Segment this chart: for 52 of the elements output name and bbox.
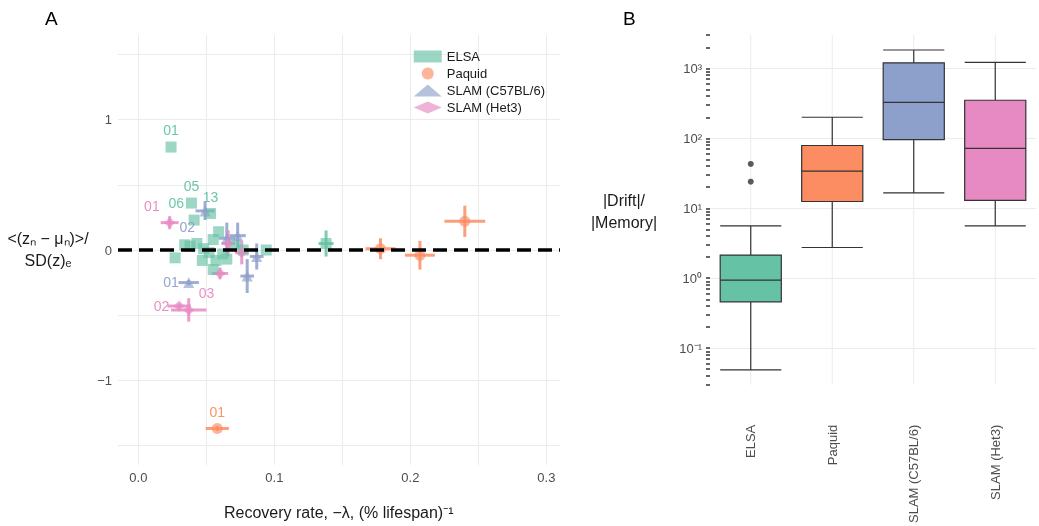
y-tick-label: 10² [683,130,703,146]
x-tick-label: 0.3 [537,470,556,485]
point [214,267,226,279]
point [211,423,223,435]
annotation: 03 [198,284,215,301]
annotation: 02 [179,218,196,235]
x-tick-label: ELSA [743,424,759,458]
annotation: 01 [144,197,160,214]
point [169,252,181,264]
x-tick-label: 0.0 [129,470,148,485]
y-tick-label: 10⁻¹ [679,340,703,356]
y-tick-label: 1 [104,112,112,128]
y-axis-title: |Drift|/|Memory| [589,190,659,233]
annotation: 01 [209,403,226,420]
annotation: 13 [202,188,219,205]
annotation: 01 [163,274,179,291]
x-axis-title: Recovery rate, −λ, (% lifespan)⁻¹ [224,503,454,523]
point [165,141,177,153]
point [241,270,253,282]
point [221,253,233,265]
annotation: 06 [168,195,185,212]
legend-label: Paquid [446,66,488,81]
y-tick-label: 10⁰ [682,270,702,286]
point [320,237,332,249]
x-tick-label: SLAM (C57BL/6) [906,424,922,523]
y-tick-label: 0 [104,242,112,258]
y-tick-label: 10³ [683,60,703,76]
chart-title: A [45,8,58,29]
point [199,205,211,217]
x-tick-label: 0.1 [265,470,284,485]
point [222,237,234,249]
point [173,300,185,312]
point [459,215,471,227]
legend-label: ELSA [446,49,481,64]
annotation: 01 [163,122,180,139]
point [232,230,244,242]
chart-title: B [623,8,636,29]
y-tick-label: −1 [97,372,112,388]
annotation: 02 [153,297,170,314]
y-axis-title: <(zₙ − μₙ)>/SD(z)ₑ [6,229,90,271]
x-tick-label: SLAM (Het3) [987,424,1003,500]
legend-label: SLAM (C57BL/6) [446,83,545,98]
x-tick-label: Paquid [824,424,840,466]
point [207,234,219,246]
y-tick-label: 10¹ [683,200,703,216]
point [183,277,195,289]
legend-label: SLAM (Het3) [446,100,522,115]
annotation: 05 [183,178,200,195]
point [164,217,176,229]
point [196,254,208,266]
point [185,197,197,209]
x-tick-label: 0.2 [401,470,420,485]
